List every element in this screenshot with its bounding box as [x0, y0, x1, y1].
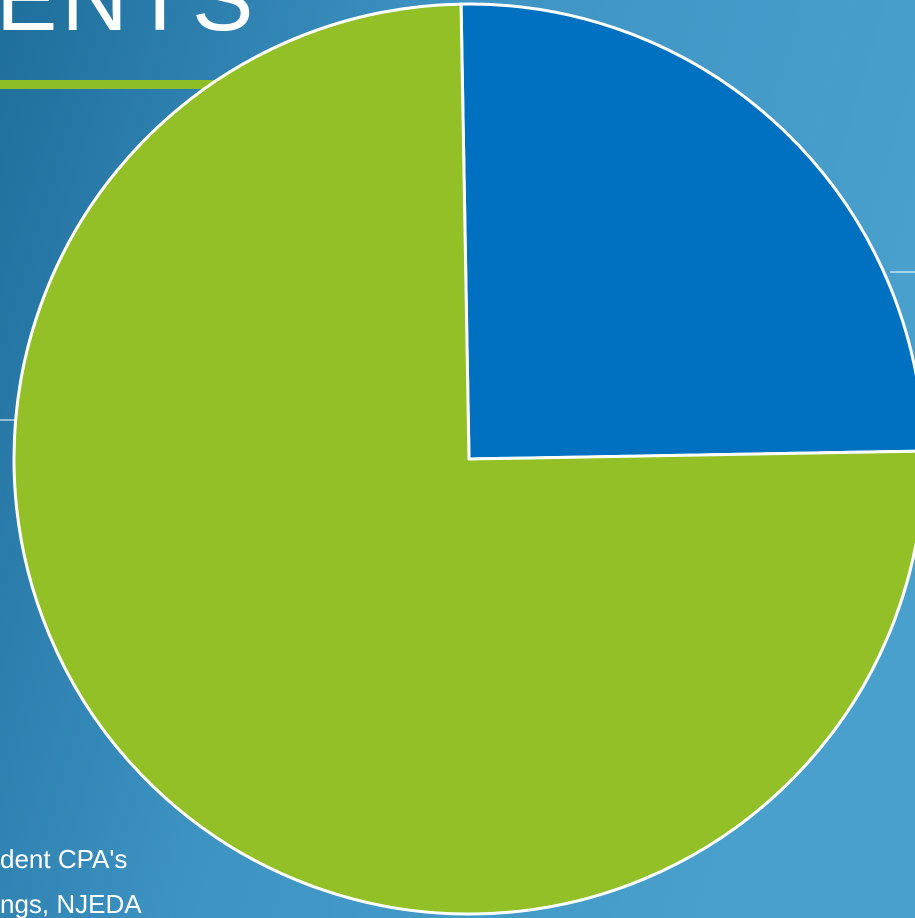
slide: ENTS dent CPA's ngs, NJEDA: [0, 0, 915, 918]
title-underline: [0, 80, 225, 89]
body-text: dent CPA's: [0, 844, 127, 874]
pie-chart: [14, 4, 915, 914]
page: ENTS dent CPA's ngs, NJEDA (() => { cons…: [0, 0, 915, 918]
slide-title: ENTS: [0, 0, 257, 50]
body-text: ngs, NJEDA: [0, 889, 142, 918]
